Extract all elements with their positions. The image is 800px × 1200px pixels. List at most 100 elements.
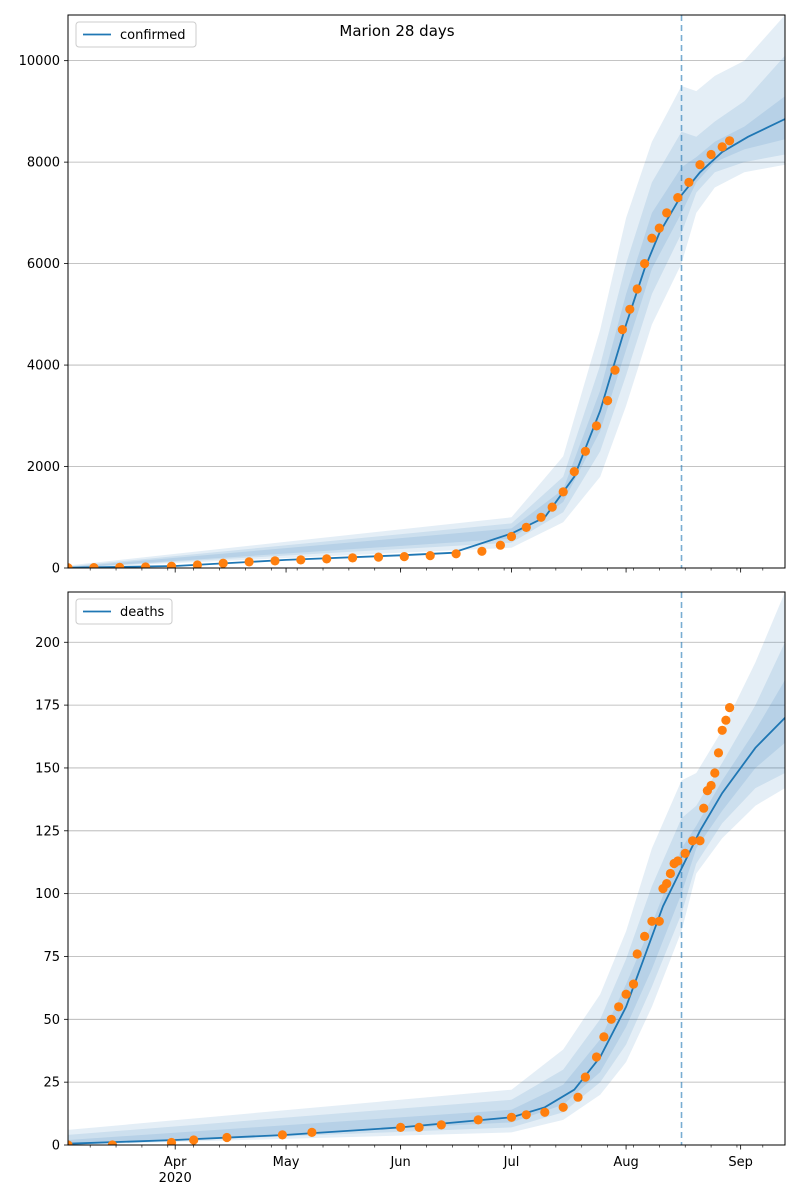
observed-point bbox=[425, 551, 435, 561]
observed-point bbox=[614, 1002, 624, 1012]
observed-point bbox=[640, 931, 650, 942]
observed-point bbox=[662, 879, 672, 889]
y-tick-label: 25 bbox=[43, 1076, 60, 1091]
observed-point bbox=[436, 1120, 446, 1130]
y-tick-label: 0 bbox=[52, 562, 60, 577]
observed-point bbox=[166, 561, 177, 568]
axes-frame bbox=[67, 14, 786, 569]
observed-point bbox=[558, 487, 568, 497]
y-tick-label: 2000 bbox=[27, 460, 60, 475]
y-tick-label: 100 bbox=[35, 887, 60, 902]
observed-point bbox=[680, 848, 690, 859]
model-line bbox=[68, 118, 785, 568]
observed-point bbox=[322, 554, 332, 564]
observed-point bbox=[451, 549, 461, 559]
observed-point bbox=[218, 558, 228, 568]
observed-point bbox=[580, 1072, 591, 1082]
observed-point bbox=[706, 780, 716, 791]
x-tick-label: Jun bbox=[389, 1155, 410, 1170]
observed-point bbox=[521, 522, 531, 533]
observed-point bbox=[628, 979, 639, 989]
y-tick-label: 4000 bbox=[27, 359, 60, 374]
observed-point bbox=[536, 512, 546, 522]
uncertainty-band bbox=[68, 592, 785, 1145]
observed-point bbox=[89, 563, 99, 568]
y-tick-label: 150 bbox=[35, 761, 60, 776]
observed-point bbox=[141, 562, 151, 568]
observed-point bbox=[166, 1137, 177, 1145]
y-tick-label: 125 bbox=[35, 824, 60, 839]
observed-point bbox=[695, 836, 705, 846]
observed-point bbox=[654, 916, 664, 926]
observed-point bbox=[189, 1135, 199, 1145]
legend-label: deaths bbox=[120, 605, 165, 620]
observed-point bbox=[610, 365, 620, 375]
observed-point bbox=[713, 748, 724, 758]
observed-point bbox=[725, 136, 735, 146]
legend-box bbox=[75, 21, 197, 48]
observed-point bbox=[540, 1107, 550, 1117]
uncertainty-band bbox=[68, 96, 785, 568]
observed-point bbox=[547, 502, 557, 512]
observed-point bbox=[296, 555, 306, 565]
observed-point bbox=[506, 531, 517, 542]
plot-area bbox=[68, 15, 785, 568]
observed-point bbox=[244, 557, 254, 567]
x-tick-label: Apr bbox=[164, 1155, 187, 1170]
observed-point bbox=[348, 553, 358, 563]
figure-title: Marion 28 days bbox=[339, 22, 454, 40]
observed-point bbox=[717, 725, 727, 735]
observed-point bbox=[665, 868, 676, 879]
uncertainty-band bbox=[68, 55, 785, 568]
observed-point bbox=[569, 467, 579, 477]
y-tick-label: 75 bbox=[43, 950, 60, 965]
observed-point bbox=[477, 546, 487, 556]
uncertainty-band bbox=[68, 15, 785, 568]
observed-point bbox=[506, 1112, 517, 1122]
y-tick-label: 0 bbox=[52, 1139, 60, 1154]
y-tick-label: 10000 bbox=[19, 54, 60, 69]
x-tick-label: Jul bbox=[503, 1155, 520, 1170]
observed-point bbox=[107, 1140, 117, 1145]
y-tick-label: 50 bbox=[43, 1013, 60, 1028]
observed-point bbox=[684, 177, 694, 187]
observed-point bbox=[721, 715, 731, 725]
y-tick-label: 8000 bbox=[27, 156, 60, 171]
legend: deaths bbox=[75, 598, 173, 625]
observed-point bbox=[625, 304, 635, 314]
observed-point bbox=[699, 803, 709, 813]
observed-point bbox=[725, 703, 735, 713]
observed-point bbox=[521, 1110, 531, 1120]
legend: confirmed bbox=[75, 21, 197, 48]
x-tick-sublabel: 2020 bbox=[159, 1171, 192, 1186]
observed-point bbox=[673, 193, 683, 203]
observed-point bbox=[662, 208, 672, 218]
observed-point bbox=[640, 259, 650, 269]
observed-point bbox=[673, 856, 683, 866]
observed-point bbox=[222, 1132, 232, 1143]
observed-point bbox=[192, 560, 202, 568]
legend-box bbox=[75, 598, 173, 625]
observed-point bbox=[599, 1032, 609, 1042]
x-tick-label: Aug bbox=[613, 1155, 638, 1170]
observed-point bbox=[399, 552, 409, 562]
observed-point bbox=[632, 284, 642, 294]
observed-point bbox=[717, 142, 727, 152]
observed-point bbox=[617, 325, 628, 335]
observed-point bbox=[68, 563, 73, 568]
model-line bbox=[68, 717, 785, 1145]
observed-point bbox=[603, 396, 613, 406]
observed-point bbox=[115, 562, 125, 568]
legend-label: confirmed bbox=[120, 28, 186, 43]
observed-point bbox=[621, 989, 631, 999]
y-tick-label: 175 bbox=[35, 699, 60, 714]
observed-point bbox=[591, 1052, 602, 1062]
axes-frame bbox=[67, 591, 786, 1146]
observed-point bbox=[647, 916, 657, 926]
observed-point bbox=[68, 1140, 73, 1145]
x-tick-label: May bbox=[273, 1155, 300, 1170]
plot-area bbox=[68, 592, 785, 1145]
uncertainty-band bbox=[68, 680, 785, 1145]
observed-point bbox=[573, 1092, 583, 1102]
